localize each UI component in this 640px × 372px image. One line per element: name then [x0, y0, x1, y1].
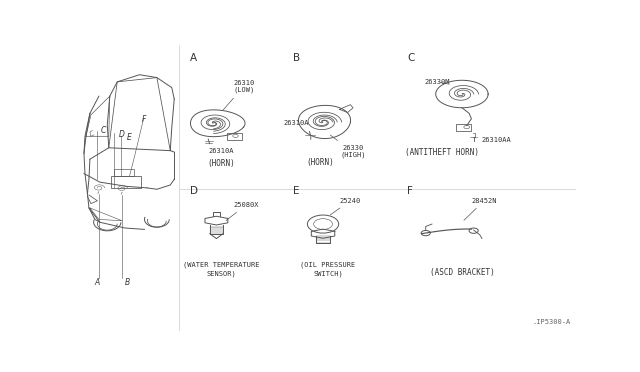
Text: A: A — [95, 278, 100, 287]
Text: 26310
(LOW): 26310 (LOW) — [223, 80, 254, 110]
Text: A: A — [190, 52, 197, 62]
Text: 26330
(HIGH): 26330 (HIGH) — [330, 135, 365, 158]
Text: 25080X: 25080X — [226, 202, 259, 221]
Text: B: B — [293, 52, 300, 62]
Text: C: C — [101, 126, 106, 135]
Text: F: F — [408, 186, 413, 196]
Text: B: B — [125, 278, 130, 287]
Text: 26310A: 26310A — [209, 148, 234, 154]
Text: E: E — [293, 186, 300, 196]
Text: (ASCD BRACKET): (ASCD BRACKET) — [429, 268, 494, 277]
Text: 26310A: 26310A — [283, 120, 308, 126]
Text: C: C — [408, 52, 415, 62]
Text: (OIL PRESSURE
SWITCH): (OIL PRESSURE SWITCH) — [300, 262, 356, 277]
Text: 28452N: 28452N — [464, 198, 497, 220]
Text: D: D — [190, 186, 198, 196]
Text: 26330M: 26330M — [425, 79, 450, 85]
Text: (WATER TEMPERATURE
SENSOR): (WATER TEMPERATURE SENSOR) — [183, 262, 260, 277]
Text: (HORN): (HORN) — [307, 158, 335, 167]
Text: 25240: 25240 — [330, 198, 361, 215]
Text: E: E — [127, 133, 132, 142]
Text: D: D — [119, 129, 125, 138]
Text: (ANTITHEFT HORN): (ANTITHEFT HORN) — [405, 148, 479, 157]
Text: 26310AA: 26310AA — [482, 137, 511, 143]
Text: (HORN): (HORN) — [207, 159, 236, 169]
Text: F: F — [141, 115, 146, 124]
Text: .IP5300-A: .IP5300-A — [532, 319, 571, 326]
